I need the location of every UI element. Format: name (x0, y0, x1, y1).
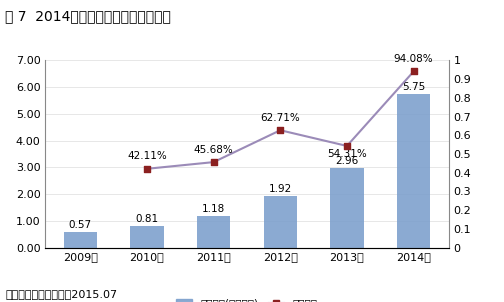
Text: 94.08%: 94.08% (394, 54, 433, 64)
Bar (131, 226, 164, 248)
Text: 1.18: 1.18 (202, 204, 225, 214)
Point (343, 143, 351, 148)
Text: 5.75: 5.75 (402, 82, 425, 92)
Bar (197, 216, 230, 248)
Point (210, 160, 218, 165)
Text: 42.11%: 42.11% (127, 151, 167, 161)
Text: 0.57: 0.57 (69, 220, 92, 230)
Bar (64, 233, 97, 248)
Point (276, 128, 284, 133)
Text: 54.31%: 54.31% (327, 149, 367, 159)
Text: 45.68%: 45.68% (194, 145, 233, 155)
Text: 资料来源：赛迪顾问，2015.07: 资料来源：赛迪顾问，2015.07 (5, 289, 117, 299)
Text: 62.71%: 62.71% (261, 113, 300, 123)
Text: 1.92: 1.92 (269, 184, 292, 194)
Text: 2.96: 2.96 (335, 156, 358, 166)
Point (410, 69, 418, 74)
Bar (330, 169, 363, 248)
Point (143, 166, 151, 171)
Text: 图 7  2014年中国隔膜产量：亿平方米: 图 7 2014年中国隔膜产量：亿平方米 (5, 9, 171, 23)
Text: 0.81: 0.81 (136, 214, 159, 224)
Bar (397, 94, 430, 248)
Bar (264, 196, 297, 248)
Legend: 国产产量(亿平方米), 同比增速: 国产产量(亿平方米), 同比增速 (172, 294, 322, 302)
